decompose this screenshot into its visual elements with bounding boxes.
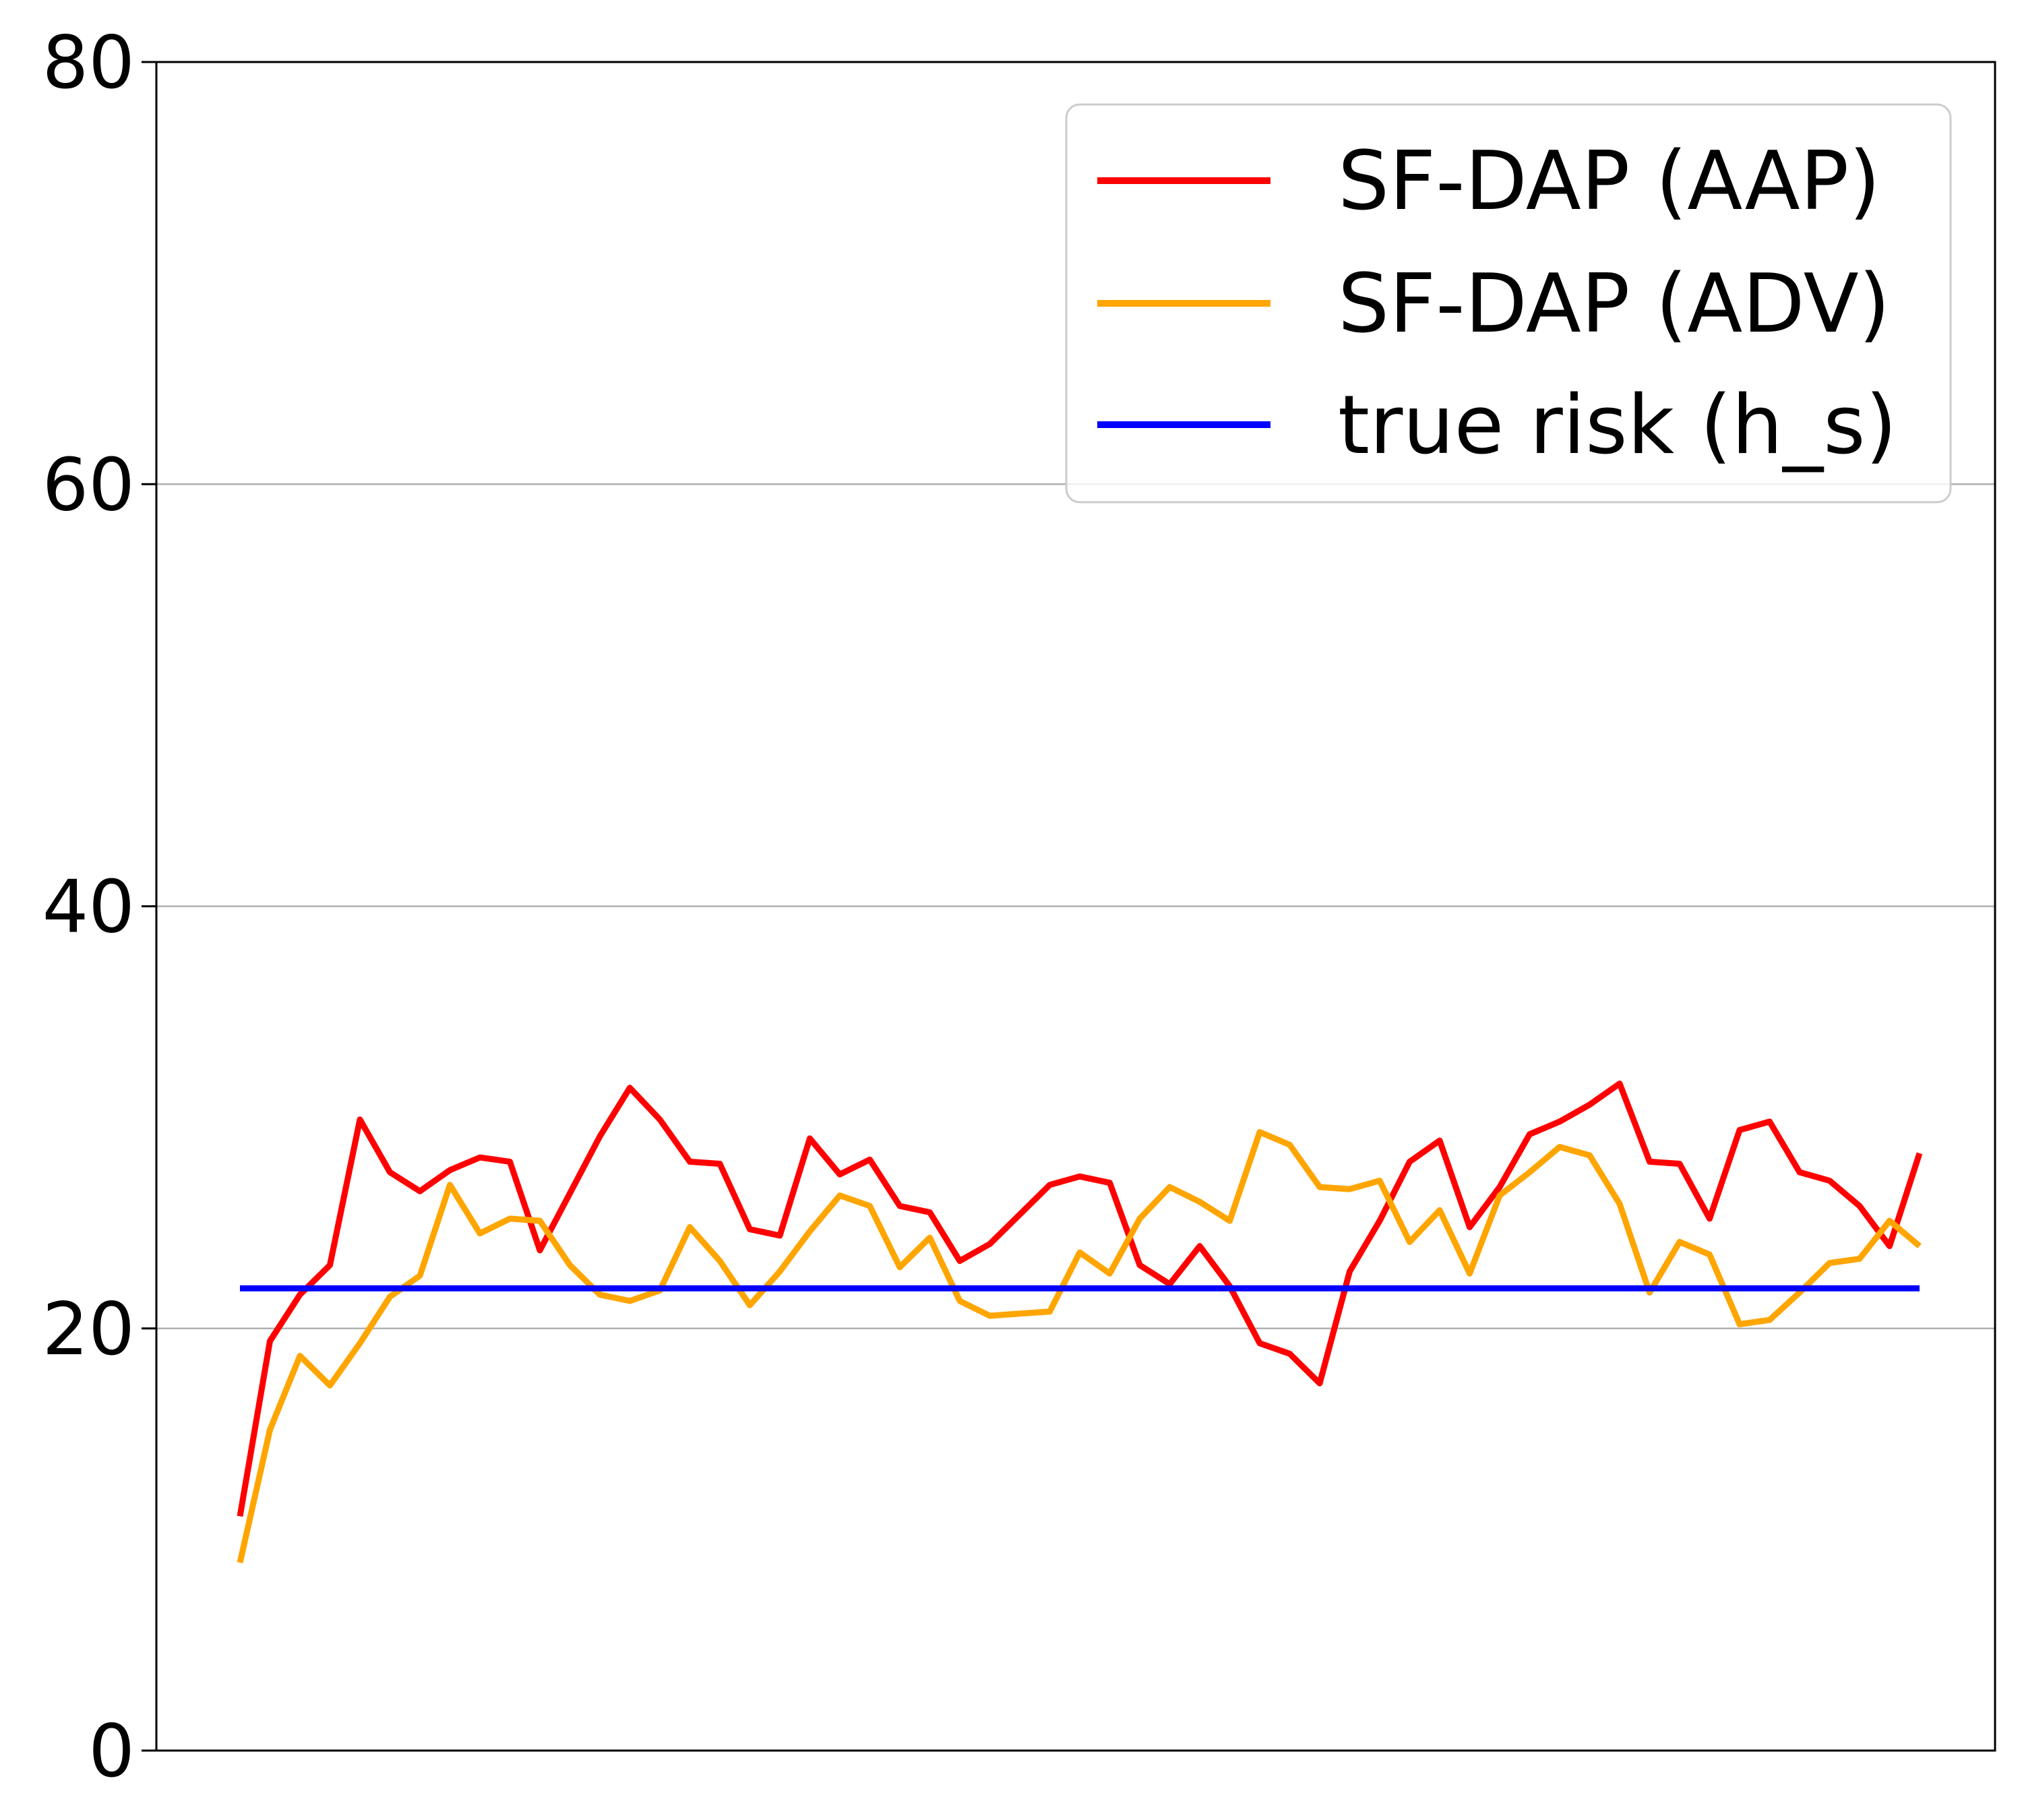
- legend-label-0: SF-DAP (AAP): [1338, 135, 1880, 229]
- series-line-1: [237, 1129, 1922, 1564]
- legend-label-2: true risk (h_s): [1338, 379, 1897, 473]
- y-tick-label-2: 40: [42, 866, 135, 950]
- series-line-0: [237, 1081, 1923, 1517]
- y-tick-label-0: 0: [88, 1709, 135, 1794]
- series-layer: [237, 1081, 1923, 1564]
- legend: SF-DAP (AAP) SF-DAP (ADV) true risk (h_s): [1065, 103, 1952, 504]
- y-tick-label-4: 80: [42, 21, 135, 105]
- y-tick-label-3: 60: [42, 443, 135, 527]
- legend-box: [1065, 103, 1952, 504]
- y-axis: 0 20 40 60 80: [42, 21, 156, 1794]
- legend-label-1: SF-DAP (ADV): [1338, 257, 1891, 351]
- y-tick-label-1: 20: [42, 1287, 135, 1372]
